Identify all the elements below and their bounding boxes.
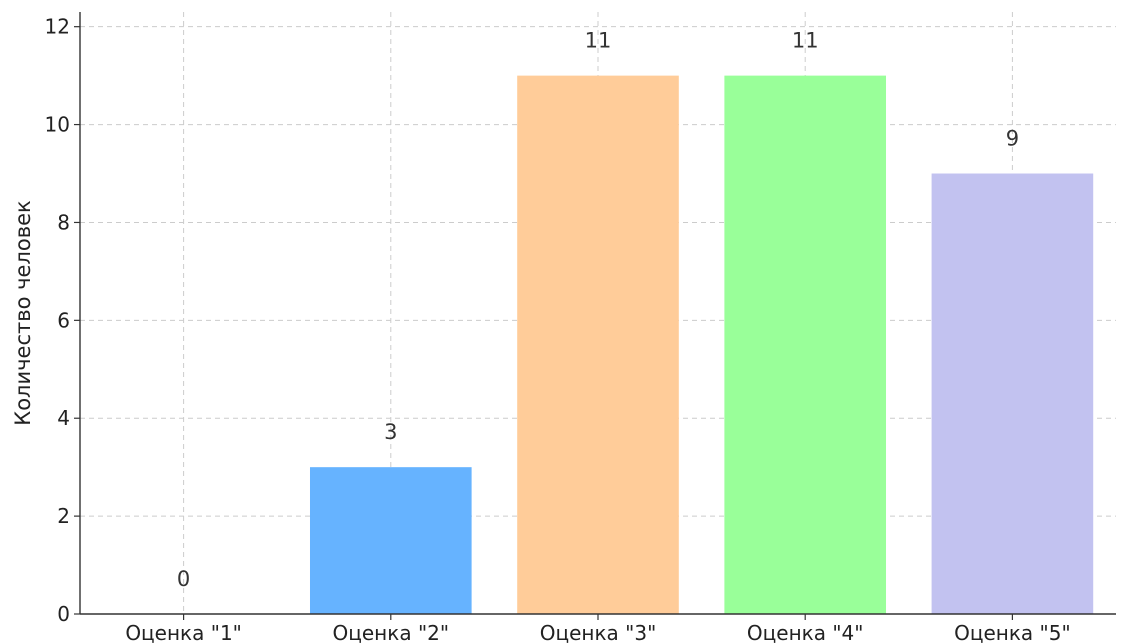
bars-layer (309, 75, 1094, 614)
value-label-1: 0 (177, 567, 190, 591)
x-tick-label: Оценка "5" (954, 621, 1071, 643)
value-label-5: 9 (1006, 127, 1019, 151)
y-axis-title: Количество человек (11, 200, 35, 425)
y-tick-label: 8 (57, 210, 70, 234)
value-label-2: 3 (384, 420, 397, 444)
value-label-4: 11 (792, 29, 819, 53)
y-tick-label: 6 (57, 308, 70, 332)
value-label-3: 11 (585, 29, 612, 53)
bar-5 (931, 173, 1094, 614)
axes-layer: 0 2 4 6 8 10 12 Оценка "1" Оценка "2" Оценка "3" О… (45, 12, 1116, 643)
y-tick-label: 4 (57, 406, 70, 430)
x-tick-label: Оценка "3" (540, 621, 657, 643)
value-labels-layer: 0 3 11 11 9 (177, 29, 1019, 591)
bar-3 (517, 75, 679, 614)
bar-4 (724, 75, 887, 614)
bar-2 (309, 467, 472, 614)
y-tick-label: 2 (57, 504, 70, 528)
x-tick-label: Оценка "4" (747, 621, 864, 643)
y-tick-label: 12 (45, 15, 70, 39)
y-tick-label: 10 (45, 113, 70, 137)
x-tick-label: Оценка "2" (333, 621, 450, 643)
x-tick-label: Оценка "1" (125, 621, 242, 643)
y-tick-label: 0 (57, 602, 70, 626)
